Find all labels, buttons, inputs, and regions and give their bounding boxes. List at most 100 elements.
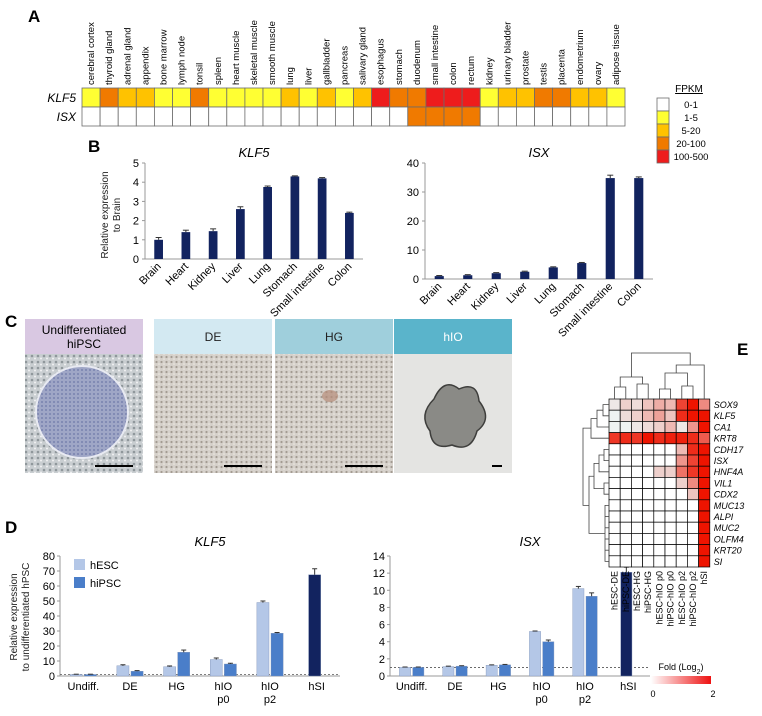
heatmap-cell: [280, 87, 300, 108]
heatmap-cell: [653, 432, 666, 445]
heatmap-cell: [687, 409, 699, 422]
heatmap-cell: [99, 106, 119, 127]
heatmap-cell: [664, 521, 677, 534]
fold-legend-title: Fold (Log2): [659, 662, 704, 676]
y-tick-label: 80: [43, 551, 55, 563]
panel-b-charts: Relative expression to Brain 0 1 2 3 4 5 KLF5 B…: [100, 145, 653, 340]
heatmap-cell: [608, 454, 621, 467]
heatmap-cell: [619, 477, 632, 489]
heatmap-cell: [664, 421, 677, 433]
panel-b-ylabel: Relative expression to Brain: [100, 171, 123, 258]
bar: [208, 231, 218, 259]
heatmap-cell: [608, 499, 621, 512]
x-tick-label: hIO: [261, 681, 279, 693]
heatmap-cell: [619, 488, 632, 501]
heatmap-cell: [371, 87, 391, 108]
heatmap-cell: [698, 398, 711, 411]
heatmap-cell: [675, 465, 688, 478]
sample-label: hSI: [699, 571, 709, 585]
heatmap-cell: [631, 454, 643, 467]
bar: [585, 596, 598, 677]
heatmap-cell: [675, 454, 688, 467]
sample-label: hiPSC-hIO p2: [688, 571, 698, 627]
heatmap-cell: [664, 409, 677, 422]
bar: [520, 271, 530, 279]
bar: [577, 263, 587, 279]
heatmap-cell: [642, 409, 655, 422]
heatmap-cell: [117, 87, 137, 108]
sample-label: hiPSC-HG: [643, 571, 653, 613]
heatmap-cell: [608, 443, 621, 456]
column-dendrogram: [681, 385, 694, 399]
heatmap-cell: [262, 106, 282, 127]
y-tick-label: 2: [133, 216, 139, 228]
gene-label: HNF4A: [714, 467, 744, 477]
bar: [442, 666, 455, 677]
gene-label: OLFM4: [714, 534, 744, 544]
y-tick-label: 10: [43, 656, 55, 668]
bar: [455, 665, 468, 677]
heatmap-cell: [698, 510, 711, 523]
heatmap-cell: [608, 544, 621, 557]
heatmap-cell: [425, 87, 445, 108]
row-dendrogram: [603, 449, 609, 461]
gene-label: ALPI: [713, 512, 734, 522]
legend-swatch: [74, 577, 85, 588]
heatmap-cell: [552, 87, 572, 108]
panel-letter-a: A: [28, 7, 40, 26]
x-tick-label: HG: [168, 681, 185, 693]
tissue-label: salivary gland: [358, 27, 369, 85]
y-tick-label: 70: [43, 566, 55, 578]
heatmap-cell: [226, 87, 246, 108]
heatmap-cell: [698, 454, 711, 467]
x-tick-label: DE: [122, 681, 137, 693]
heatmap-cell: [190, 87, 210, 108]
heatmap-cell: [653, 555, 666, 568]
heatmap-cell: [664, 544, 677, 557]
heatmap-cell: [608, 409, 621, 422]
heatmap-cell: [687, 499, 699, 512]
sample-label: hiPSC-DE: [621, 571, 631, 612]
heatmap-cell: [687, 488, 699, 501]
tissue-label: pancreas: [339, 46, 350, 85]
heatmap-cell: [81, 87, 101, 108]
heatmap-cell: [190, 106, 210, 127]
heatmap-cell: [664, 510, 677, 523]
heatmap-cell: [642, 510, 655, 523]
heatmap-cell: [608, 465, 621, 478]
heatmap-cell: [353, 87, 373, 108]
stage-label: DE: [205, 330, 222, 344]
y-tick-label: 10: [373, 585, 385, 597]
panel-letter-b: B: [88, 137, 100, 156]
bar: [463, 275, 473, 279]
heatmap-cell: [534, 106, 554, 127]
cell-cluster: [322, 390, 338, 402]
column-dendrogram: [614, 386, 627, 399]
fpkm-legend-label: 20-100: [676, 139, 706, 150]
sample-label: hESC-hIO p2: [677, 571, 687, 625]
heatmap-cell: [698, 544, 711, 557]
y-tick-label: 5: [133, 158, 139, 170]
tissue-label: small intestine: [430, 25, 441, 85]
tissue-label: stomach: [394, 49, 405, 85]
tissue-label: skeletal muscle: [249, 20, 260, 85]
heatmap-cell: [698, 533, 711, 545]
tissue-label: kidney: [484, 57, 495, 85]
stage-label: hiPSC: [67, 337, 101, 351]
y-tick-label: 30: [43, 626, 55, 638]
bar: [412, 667, 425, 677]
heatmap-cell: [675, 510, 688, 523]
tissue-label: endometrium: [575, 29, 586, 85]
heatmap-cell: [664, 432, 677, 445]
heatmap-cell: [631, 477, 643, 489]
heatmap-cell: [675, 421, 688, 433]
bar: [290, 176, 300, 259]
fpkm-legend-label: 5-20: [681, 126, 700, 137]
y-tick-label: 0: [379, 671, 385, 683]
heatmap-cell: [653, 499, 666, 512]
gene-label: KRT20: [714, 546, 742, 556]
x-tick-label: hIO: [533, 681, 551, 693]
fpkm-legend-swatch: [656, 149, 670, 164]
stage-label: HG: [325, 330, 343, 344]
